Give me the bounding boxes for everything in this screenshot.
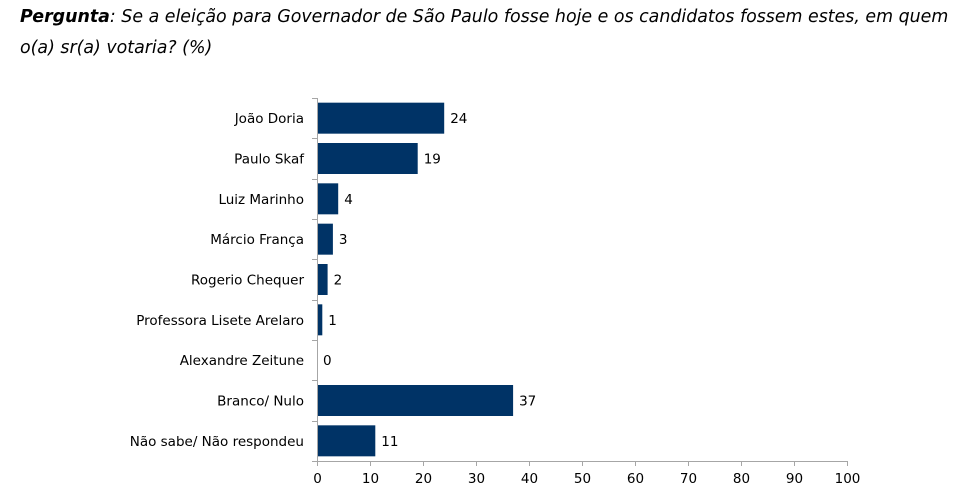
question-body: : Se a eleição para Governador de São Pa… xyxy=(20,7,949,58)
value-label-0: 24 xyxy=(450,111,467,127)
x-tick-label-8: 80 xyxy=(733,471,750,487)
value-label-7: 37 xyxy=(519,394,536,410)
category-label-3: Márcio França xyxy=(210,232,304,248)
bar-5 xyxy=(317,304,323,336)
bar-8 xyxy=(317,425,376,457)
value-label-3: 3 xyxy=(339,232,348,248)
category-label-5: Professora Lisete Arelaro xyxy=(136,313,304,329)
category-label-1: Paulo Skaf xyxy=(234,152,305,168)
bar-2 xyxy=(317,183,339,215)
bar-7 xyxy=(317,385,514,416)
x-tick-label-5: 50 xyxy=(574,471,591,487)
bar-3 xyxy=(317,223,333,255)
question-text: Pergunta: Se a eleição para Governador d… xyxy=(20,2,955,64)
category-label-7: Branco/ Nulo xyxy=(217,394,304,410)
value-label-2: 4 xyxy=(344,192,353,208)
category-label-8: Não sabe/ Não respondeu xyxy=(130,434,304,450)
bar-4 xyxy=(317,264,328,295)
x-tick-label-6: 60 xyxy=(627,471,644,487)
value-label-4: 2 xyxy=(334,273,343,289)
x-tick-label-2: 20 xyxy=(415,471,432,487)
category-label-0: João Doria xyxy=(234,111,304,127)
value-label-5: 1 xyxy=(328,313,337,329)
x-tick-label-3: 30 xyxy=(468,471,485,487)
x-tick-label-7: 70 xyxy=(680,471,697,487)
bar-1 xyxy=(317,143,418,174)
x-tick-label-0: 0 xyxy=(313,471,322,487)
x-tick-label-10: 100 xyxy=(835,471,861,487)
category-label-2: Luiz Marinho xyxy=(218,192,304,208)
x-tick-label-4: 40 xyxy=(521,471,538,487)
question-label: Pergunta xyxy=(20,7,110,27)
x-tick-label-9: 90 xyxy=(786,471,803,487)
category-label-6: Alexandre Zeitune xyxy=(180,353,304,369)
category-label-4: Rogerio Chequer xyxy=(191,273,304,289)
bar-0 xyxy=(317,102,445,134)
value-label-6: 0 xyxy=(323,353,332,369)
value-label-1: 19 xyxy=(424,152,441,168)
x-tick-label-1: 10 xyxy=(362,471,379,487)
value-label-8: 11 xyxy=(381,434,398,450)
